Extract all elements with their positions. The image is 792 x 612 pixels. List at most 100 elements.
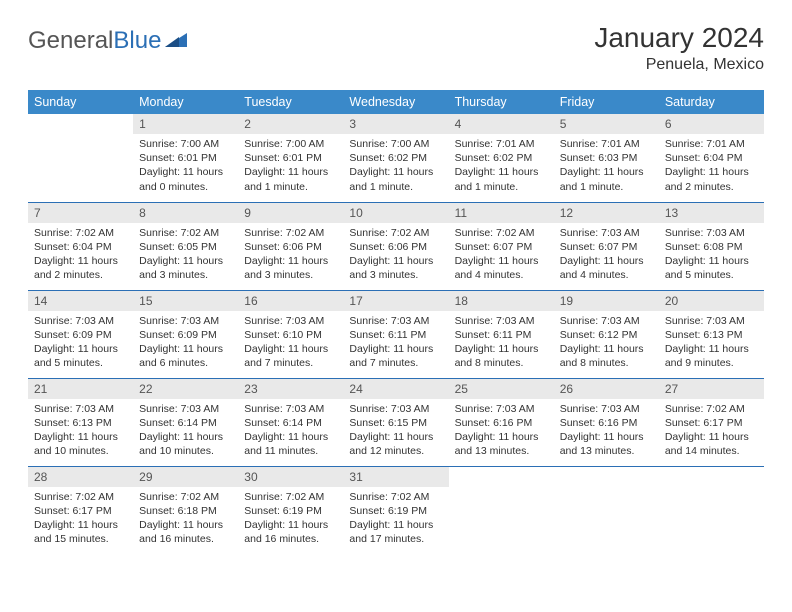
sunset-text: Sunset: 6:16 PM: [560, 416, 653, 430]
calendar-day: 26Sunrise: 7:03 AMSunset: 6:16 PMDayligh…: [554, 378, 659, 466]
calendar-day: 18Sunrise: 7:03 AMSunset: 6:11 PMDayligh…: [449, 290, 554, 378]
day-body: Sunrise: 7:01 AMSunset: 6:04 PMDaylight:…: [659, 134, 764, 200]
daylight-text: Daylight: 11 hours and 17 minutes.: [349, 518, 442, 546]
sunset-text: Sunset: 6:19 PM: [349, 504, 442, 518]
sunrise-text: Sunrise: 7:03 AM: [139, 314, 232, 328]
day-number: 4: [449, 114, 554, 134]
day-body: Sunrise: 7:02 AMSunset: 6:04 PMDaylight:…: [28, 223, 133, 289]
day-body: Sunrise: 7:03 AMSunset: 6:14 PMDaylight:…: [133, 399, 238, 465]
sunrise-text: Sunrise: 7:03 AM: [349, 402, 442, 416]
sunset-text: Sunset: 6:17 PM: [665, 416, 758, 430]
sunrise-text: Sunrise: 7:00 AM: [139, 137, 232, 151]
sunset-text: Sunset: 6:18 PM: [139, 504, 232, 518]
day-number: 24: [343, 379, 448, 399]
daylight-text: Daylight: 11 hours and 1 minute.: [560, 165, 653, 193]
dayname: Thursday: [449, 90, 554, 114]
sunrise-text: Sunrise: 7:02 AM: [244, 226, 337, 240]
daylight-text: Daylight: 11 hours and 8 minutes.: [560, 342, 653, 370]
calendar-day: 3Sunrise: 7:00 AMSunset: 6:02 PMDaylight…: [343, 114, 448, 202]
day-body: Sunrise: 7:02 AMSunset: 6:06 PMDaylight:…: [343, 223, 448, 289]
sunrise-text: Sunrise: 7:02 AM: [349, 490, 442, 504]
day-body: Sunrise: 7:03 AMSunset: 6:09 PMDaylight:…: [28, 311, 133, 377]
day-number: 28: [28, 467, 133, 487]
day-body: Sunrise: 7:02 AMSunset: 6:19 PMDaylight:…: [238, 487, 343, 553]
daylight-text: Daylight: 11 hours and 2 minutes.: [34, 254, 127, 282]
daylight-text: Daylight: 11 hours and 9 minutes.: [665, 342, 758, 370]
sunrise-text: Sunrise: 7:03 AM: [455, 402, 548, 416]
day-body: Sunrise: 7:02 AMSunset: 6:19 PMDaylight:…: [343, 487, 448, 553]
calendar-week: 14Sunrise: 7:03 AMSunset: 6:09 PMDayligh…: [28, 290, 764, 378]
sunrise-text: Sunrise: 7:00 AM: [244, 137, 337, 151]
calendar-day: 6Sunrise: 7:01 AMSunset: 6:04 PMDaylight…: [659, 114, 764, 202]
dayname: Friday: [554, 90, 659, 114]
calendar-day: 4Sunrise: 7:01 AMSunset: 6:02 PMDaylight…: [449, 114, 554, 202]
sunset-text: Sunset: 6:08 PM: [665, 240, 758, 254]
day-body: Sunrise: 7:01 AMSunset: 6:02 PMDaylight:…: [449, 134, 554, 200]
day-body: Sunrise: 7:03 AMSunset: 6:07 PMDaylight:…: [554, 223, 659, 289]
location: Penuela, Mexico: [594, 56, 764, 74]
sunset-text: Sunset: 6:04 PM: [665, 151, 758, 165]
sunset-text: Sunset: 6:17 PM: [34, 504, 127, 518]
daylight-text: Daylight: 11 hours and 3 minutes.: [349, 254, 442, 282]
dayname: Monday: [133, 90, 238, 114]
sunset-text: Sunset: 6:02 PM: [455, 151, 548, 165]
day-body: Sunrise: 7:03 AMSunset: 6:16 PMDaylight:…: [449, 399, 554, 465]
sunrise-text: Sunrise: 7:02 AM: [139, 490, 232, 504]
calendar-day: 28Sunrise: 7:02 AMSunset: 6:17 PMDayligh…: [28, 466, 133, 554]
sunrise-text: Sunrise: 7:03 AM: [560, 314, 653, 328]
day-body: Sunrise: 7:03 AMSunset: 6:11 PMDaylight:…: [343, 311, 448, 377]
day-number: 12: [554, 203, 659, 223]
day-body: Sunrise: 7:03 AMSunset: 6:13 PMDaylight:…: [659, 311, 764, 377]
calendar-day: 2Sunrise: 7:00 AMSunset: 6:01 PMDaylight…: [238, 114, 343, 202]
calendar-day: 27Sunrise: 7:02 AMSunset: 6:17 PMDayligh…: [659, 378, 764, 466]
daylight-text: Daylight: 11 hours and 15 minutes.: [34, 518, 127, 546]
day-number: 19: [554, 291, 659, 311]
day-number: 6: [659, 114, 764, 134]
daylight-text: Daylight: 11 hours and 16 minutes.: [244, 518, 337, 546]
dayname: Wednesday: [343, 90, 448, 114]
title-block: January 2024 Penuela, Mexico: [594, 22, 764, 74]
day-body: Sunrise: 7:03 AMSunset: 6:09 PMDaylight:…: [133, 311, 238, 377]
sunrise-text: Sunrise: 7:01 AM: [455, 137, 548, 151]
sunset-text: Sunset: 6:10 PM: [244, 328, 337, 342]
logo-triangle-icon: [165, 26, 187, 54]
daylight-text: Daylight: 11 hours and 5 minutes.: [665, 254, 758, 282]
calendar-week: 1Sunrise: 7:00 AMSunset: 6:01 PMDaylight…: [28, 114, 764, 202]
sunset-text: Sunset: 6:05 PM: [139, 240, 232, 254]
daylight-text: Daylight: 11 hours and 10 minutes.: [34, 430, 127, 458]
sunrise-text: Sunrise: 7:02 AM: [139, 226, 232, 240]
sunset-text: Sunset: 6:15 PM: [349, 416, 442, 430]
sunrise-text: Sunrise: 7:03 AM: [244, 402, 337, 416]
calendar-day: 5Sunrise: 7:01 AMSunset: 6:03 PMDaylight…: [554, 114, 659, 202]
day-number: 27: [659, 379, 764, 399]
sunset-text: Sunset: 6:07 PM: [455, 240, 548, 254]
sunrise-text: Sunrise: 7:00 AM: [349, 137, 442, 151]
daylight-text: Daylight: 11 hours and 7 minutes.: [244, 342, 337, 370]
sunset-text: Sunset: 6:09 PM: [139, 328, 232, 342]
day-body: Sunrise: 7:03 AMSunset: 6:10 PMDaylight:…: [238, 311, 343, 377]
day-body: Sunrise: 7:03 AMSunset: 6:12 PMDaylight:…: [554, 311, 659, 377]
day-number: 7: [28, 203, 133, 223]
sunrise-text: Sunrise: 7:01 AM: [560, 137, 653, 151]
sunrise-text: Sunrise: 7:03 AM: [455, 314, 548, 328]
calendar-day: 11Sunrise: 7:02 AMSunset: 6:07 PMDayligh…: [449, 202, 554, 290]
daylight-text: Daylight: 11 hours and 4 minutes.: [560, 254, 653, 282]
calendar-day: [554, 466, 659, 554]
calendar-day: 10Sunrise: 7:02 AMSunset: 6:06 PMDayligh…: [343, 202, 448, 290]
day-number: 23: [238, 379, 343, 399]
day-number: 5: [554, 114, 659, 134]
daylight-text: Daylight: 11 hours and 8 minutes.: [455, 342, 548, 370]
page-title: January 2024: [594, 22, 764, 54]
day-number: 29: [133, 467, 238, 487]
sunset-text: Sunset: 6:07 PM: [560, 240, 653, 254]
daylight-text: Daylight: 11 hours and 7 minutes.: [349, 342, 442, 370]
day-number: 30: [238, 467, 343, 487]
sunrise-text: Sunrise: 7:03 AM: [665, 226, 758, 240]
day-number: 10: [343, 203, 448, 223]
daylight-text: Daylight: 11 hours and 4 minutes.: [455, 254, 548, 282]
sunrise-text: Sunrise: 7:02 AM: [244, 490, 337, 504]
day-body: Sunrise: 7:03 AMSunset: 6:08 PMDaylight:…: [659, 223, 764, 289]
calendar-day: 12Sunrise: 7:03 AMSunset: 6:07 PMDayligh…: [554, 202, 659, 290]
calendar-head-row: Sunday Monday Tuesday Wednesday Thursday…: [28, 90, 764, 114]
day-body: Sunrise: 7:02 AMSunset: 6:07 PMDaylight:…: [449, 223, 554, 289]
